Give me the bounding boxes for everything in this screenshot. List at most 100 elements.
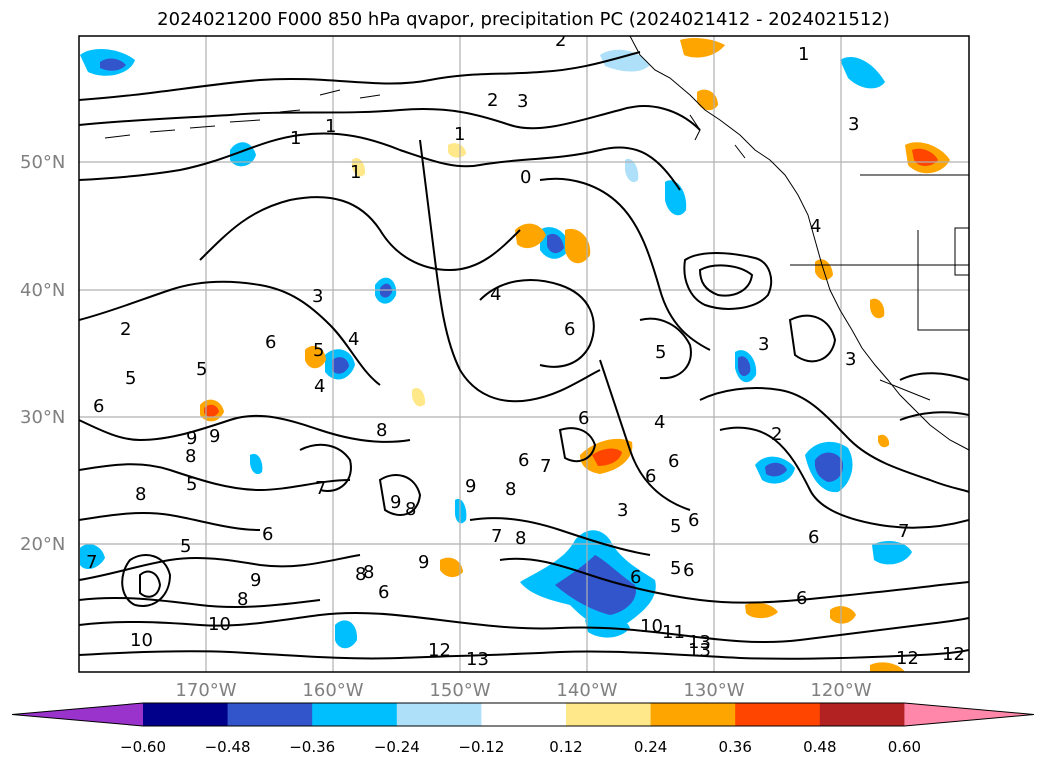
contour-label: 6 [265, 332, 276, 353]
precip-blob [665, 180, 687, 216]
contour-label: 2 [771, 424, 782, 445]
precip-blob [440, 557, 463, 578]
precip-blob [870, 662, 905, 672]
colorbar-segment [650, 703, 736, 726]
contour-label: 6 [688, 510, 699, 531]
contour-label: 8 [185, 446, 196, 467]
colorbar-tick-label: −0.60 [120, 738, 166, 756]
precip-blob [305, 345, 326, 369]
contour-label: 4 [490, 284, 501, 305]
contour-label: 5 [670, 558, 681, 579]
contour-label: 5 [313, 340, 324, 361]
contour-label: 3 [758, 334, 769, 355]
colorbar-segment [904, 703, 1034, 726]
contour-label: 8 [355, 564, 366, 585]
contour-label: 6 [378, 582, 389, 603]
lat-label: 40°N [20, 280, 66, 301]
precip-blob [745, 602, 778, 619]
coastline [104, 36, 969, 451]
precip-blob [412, 387, 426, 407]
contour-label: 6 [808, 527, 819, 548]
contour-label: 5 [180, 536, 191, 557]
lon-label: 170°W [175, 680, 237, 701]
precip-blob [515, 223, 546, 249]
colorbar-segment [227, 703, 313, 726]
contour-label: 10 [208, 614, 231, 635]
contour-label: 9 [418, 552, 429, 573]
precip-blob [335, 620, 358, 649]
colorbar-segment [12, 703, 143, 726]
contour-label: 8 [237, 589, 248, 610]
precip-blob [872, 540, 912, 565]
contour-label: 11 [662, 622, 685, 643]
lon-label: 120°W [810, 680, 872, 701]
contour-label: 1 [350, 162, 361, 183]
precip-blob [565, 228, 591, 264]
contour-label: 6 [564, 319, 575, 340]
contour-label: 5 [196, 359, 207, 380]
contour-label: 6 [683, 560, 694, 581]
contour-label: 12 [942, 644, 965, 665]
contour-label: 2 [487, 90, 498, 111]
colorbar-segment [143, 703, 229, 726]
contour-label: 6 [518, 450, 529, 471]
colorbar-tick-label: 0.48 [803, 738, 837, 756]
lat-label: 50°N [20, 152, 66, 173]
precip-blob [555, 555, 636, 615]
contour-label: 8 [363, 562, 374, 583]
precip-blob [204, 404, 219, 417]
colorbar-segment [312, 703, 398, 726]
lat-label: 20°N [20, 534, 66, 555]
contour-label: 8 [376, 420, 387, 441]
contour-label: 10 [130, 630, 153, 651]
contour-label: 13 [688, 640, 711, 661]
contour-label: 12 [896, 648, 919, 669]
contour-label: 6 [262, 524, 273, 545]
contour-label: 7 [898, 521, 909, 542]
contour-label: 3 [845, 349, 856, 370]
colorbar-tick-label: 0.12 [549, 738, 583, 756]
contour-label: 6 [578, 408, 589, 429]
contour-label: 5 [670, 516, 681, 537]
contour-label: 2 [120, 319, 131, 340]
colorbar-tick-label: −0.48 [204, 738, 251, 756]
lat-label: 30°N [20, 407, 66, 428]
contour-label: 10 [640, 616, 663, 637]
lon-label: 150°W [429, 680, 491, 701]
precip-blob [697, 89, 718, 111]
colorbar-tick-label: −0.24 [373, 738, 420, 756]
contour-label: 6 [630, 567, 641, 588]
contour-label: 0 [520, 167, 531, 188]
contour-label: 1 [325, 116, 336, 137]
contour-label: 6 [93, 396, 104, 417]
map-plot-area: 2 3 1 1 1 2 1 0 1 3 4 2 3 4 6 6 5 5 4 4 … [79, 30, 969, 672]
colorbar-segment [735, 703, 821, 726]
lon-label: 140°W [556, 680, 618, 701]
contour-label: 4 [348, 329, 359, 350]
contour-label: 2 [555, 30, 566, 51]
contour-label: 4 [654, 412, 665, 433]
contour-label: 7 [491, 526, 502, 547]
precip-blob [814, 452, 844, 482]
precip-blob [840, 56, 885, 89]
contour-label: 4 [314, 376, 325, 397]
contour-label: 3 [517, 91, 528, 112]
precip-blob [332, 357, 349, 374]
contour-label: 9 [465, 476, 476, 497]
contour-label: 8 [405, 499, 416, 520]
contour-label: 5 [655, 342, 666, 363]
precip-blob [592, 448, 622, 466]
contour-label: 1 [454, 124, 465, 145]
precip-blob [448, 143, 466, 158]
contour-label: 7 [315, 478, 326, 499]
precip-blob [80, 544, 105, 570]
contour-label: 3 [312, 286, 323, 307]
contour-label: 6 [645, 466, 656, 487]
contour-label: 7 [540, 456, 551, 477]
colorbar-tick-label: −0.36 [289, 738, 336, 756]
contour-label: 1 [290, 128, 301, 149]
contour-label: 9 [250, 570, 261, 591]
contour-label: 12 [428, 640, 451, 661]
colorbar-segment [819, 703, 905, 726]
